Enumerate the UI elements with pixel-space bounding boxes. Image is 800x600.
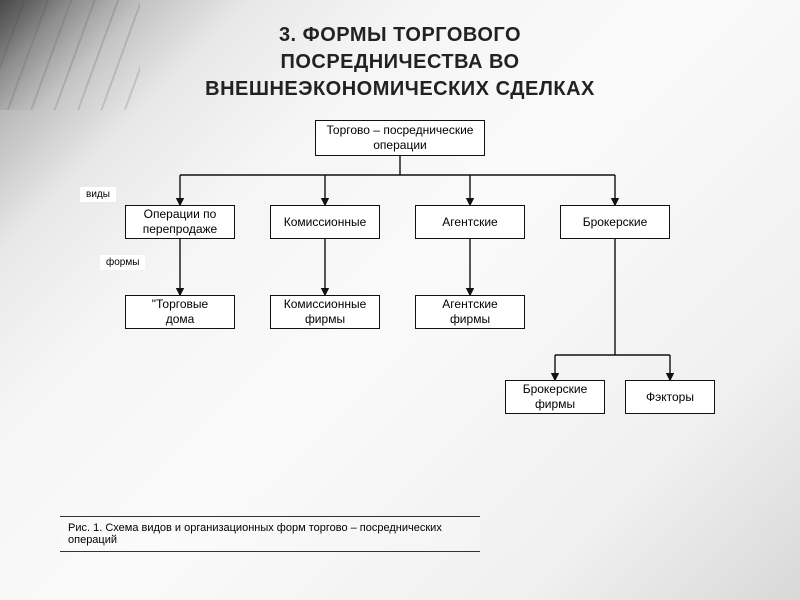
node-thouses-line-1: дома <box>166 312 195 327</box>
node-root: Торгово – посредническиеоперации <box>315 120 485 156</box>
side-label-forms: формы <box>100 255 145 270</box>
node-cfirms-line-0: Комиссионные <box>284 297 367 312</box>
side-label-types: виды <box>80 187 116 202</box>
caption-text: Рис. 1. Схема видов и организационных фо… <box>68 522 442 546</box>
node-resale-line-0: Операции по <box>144 207 217 222</box>
node-afirms-line-1: фирмы <box>450 312 490 327</box>
flowchart-diagram: Торгово – посредническиеоперации Операции… <box>80 120 740 460</box>
node-comm-line-0: Комиссионные <box>284 215 367 230</box>
node-agent: Агентские <box>415 205 525 239</box>
title-line-3: ВНЕШНЕЭКОНОМИЧЕСКИХ СДЕЛКАХ <box>0 76 800 103</box>
node-broker-line-0: Брокерские <box>583 215 648 230</box>
slide-title: 3. ФОРМЫ ТОРГОВОГО ПОСРЕДНИЧЕСТВА ВО ВНЕ… <box>0 0 800 103</box>
node-cfirms-line-1: фирмы <box>305 312 345 327</box>
node-root-line-0: Торгово – посреднические <box>327 123 474 138</box>
node-bfirms-line-1: фирмы <box>535 397 575 412</box>
node-bfirms: Брокерскиефирмы <box>505 380 605 414</box>
node-cfirms: Комиссионныефирмы <box>270 295 380 329</box>
title-line-2: ПОСРЕДНИЧЕСТВА ВО <box>0 49 800 76</box>
node-afirms-line-0: Агентские <box>442 297 497 312</box>
node-bfirms-line-0: Брокерские <box>523 382 588 397</box>
node-factors: Фэкторы <box>625 380 715 414</box>
figure-caption: Рис. 1. Схема видов и организационных фо… <box>60 516 480 552</box>
node-resale: Операции поперепродаже <box>125 205 235 239</box>
node-root-line-1: операции <box>373 138 426 153</box>
node-thouses-line-0: "Торговые <box>152 297 208 312</box>
node-comm: Комиссионные <box>270 205 380 239</box>
node-broker: Брокерские <box>560 205 670 239</box>
node-afirms: Агентскиефирмы <box>415 295 525 329</box>
node-factors-line-0: Фэкторы <box>646 390 694 405</box>
node-agent-line-0: Агентские <box>442 215 497 230</box>
node-thouses: "Торговыедома <box>125 295 235 329</box>
title-line-1: 3. ФОРМЫ ТОРГОВОГО <box>0 22 800 49</box>
node-resale-line-1: перепродаже <box>143 222 217 237</box>
